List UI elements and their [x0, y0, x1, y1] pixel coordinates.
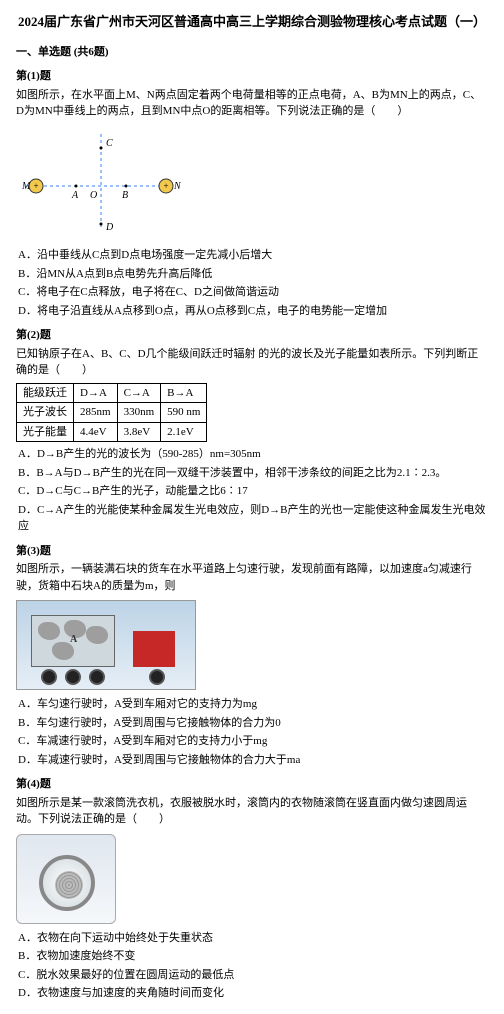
- t-r2c1: 4.4eV: [74, 422, 118, 442]
- t-r0c0: 能级跃迁: [17, 383, 74, 403]
- q4-optB: B．衣物加速度始终不变: [16, 948, 488, 965]
- q3-optA: A．车匀速行驶时，A受到车厢对它的支持力为mg: [16, 696, 488, 713]
- q3-figure: A: [16, 600, 488, 690]
- label-C: C: [106, 138, 113, 149]
- t-r1c3: 590 nm: [161, 403, 207, 423]
- svg-text:+: +: [33, 181, 38, 191]
- t-r1c0: 光子波长: [17, 403, 74, 423]
- label-D: D: [105, 222, 114, 233]
- q1-optA: A．沿中垂线从C点到D点电场强度一定先减小后增大: [16, 247, 488, 264]
- label-N: N: [173, 181, 182, 192]
- q4-optD: D．衣物速度与加速度的夹角随时间而变化: [16, 985, 488, 1002]
- t-r0c2: C→A: [117, 383, 161, 403]
- label-B: B: [122, 190, 128, 201]
- q3-label: 第(3)题: [16, 543, 488, 560]
- q1-stem: 如图所示，在水平面上M、N两点固定着两个电荷量相等的正点电荷，A、B为MN上的两…: [16, 87, 488, 120]
- t-r1c2: 330nm: [117, 403, 161, 423]
- q1-label: 第(1)题: [16, 68, 488, 85]
- q1-figure: + + M N A B C D O: [16, 126, 488, 242]
- q2-optB: B．B→A与D→B产生的光在同一双缝干涉装置中，相邻干涉条纹的间距之比为2.1∶…: [16, 465, 488, 482]
- t-r2c2: 3.8eV: [117, 422, 161, 442]
- svg-text:+: +: [163, 181, 168, 191]
- q3-optB: B．车匀速行驶时，A受到周围与它接触物体的合力为0: [16, 715, 488, 732]
- q4-optA: A．衣物在向下运动中始终处于失重状态: [16, 930, 488, 947]
- t-r0c3: B→A: [161, 383, 207, 403]
- q4-label: 第(4)题: [16, 776, 488, 793]
- q2-optC: C．D→C与C→B产生的光子，动能量之比6∶17: [16, 483, 488, 500]
- label-M: M: [21, 181, 31, 192]
- t-r2c3: 2.1eV: [161, 422, 207, 442]
- q2-stem: 已知钠原子在A、B、C、D几个能级间跃迁时辐射 的光的波长及光子能量如表所示。下…: [16, 346, 488, 379]
- q3-stem: 如图所示，一辆装满石块的货车在水平道路上匀速行驶，发现前面有路障，以加速度a匀减…: [16, 561, 488, 594]
- q2-optA: A．D→B产生的光的波长为（590-285）nm=305nm: [16, 446, 488, 463]
- q4-figure: [16, 834, 488, 924]
- q2-table: 能级跃迁 D→A C→A B→A 光子波长 285nm 330nm 590 nm…: [16, 383, 207, 443]
- label-O: O: [90, 190, 97, 201]
- q1-optC: C．将电子在C点释放，电子将在C、D之间做简谐运动: [16, 284, 488, 301]
- q2-label: 第(2)题: [16, 327, 488, 344]
- t-r2c0: 光子能量: [17, 422, 74, 442]
- q1-optD: D．将电子沿直线从A点移到O点，再从O点移到C点，电子的电势能一定增加: [16, 303, 488, 320]
- q4-stem: 如图所示是某一款滚筒洗衣机，衣服被脱水时，滚筒内的衣物随滚筒在竖直面内做匀速圆周…: [16, 795, 488, 828]
- page-title: 2024届广东省广州市天河区普通高中高三上学期综合测验物理核心考点试题（一）: [16, 12, 488, 32]
- q4-optC: C．脱水效果最好的位置在圆周运动的最低点: [16, 967, 488, 984]
- t-r0c1: D→A: [74, 383, 118, 403]
- q3-optC: C．车减速行驶时，A受到车厢对它的支持力小于mg: [16, 733, 488, 750]
- label-A: A: [71, 190, 79, 201]
- q3-optD: D．车减速行驶时，A受到周围与它接触物体的合力大于ma: [16, 752, 488, 769]
- section-heading-1: 一、单选题 (共6题): [16, 44, 488, 61]
- q1-optB: B．沿MN从A点到B点电势先升高后降低: [16, 266, 488, 283]
- q2-optD: D．C→A产生的光能使某种金属发生光电效应，则D→B产生的光也一定能使这种金属发…: [16, 502, 488, 535]
- t-r1c1: 285nm: [74, 403, 118, 423]
